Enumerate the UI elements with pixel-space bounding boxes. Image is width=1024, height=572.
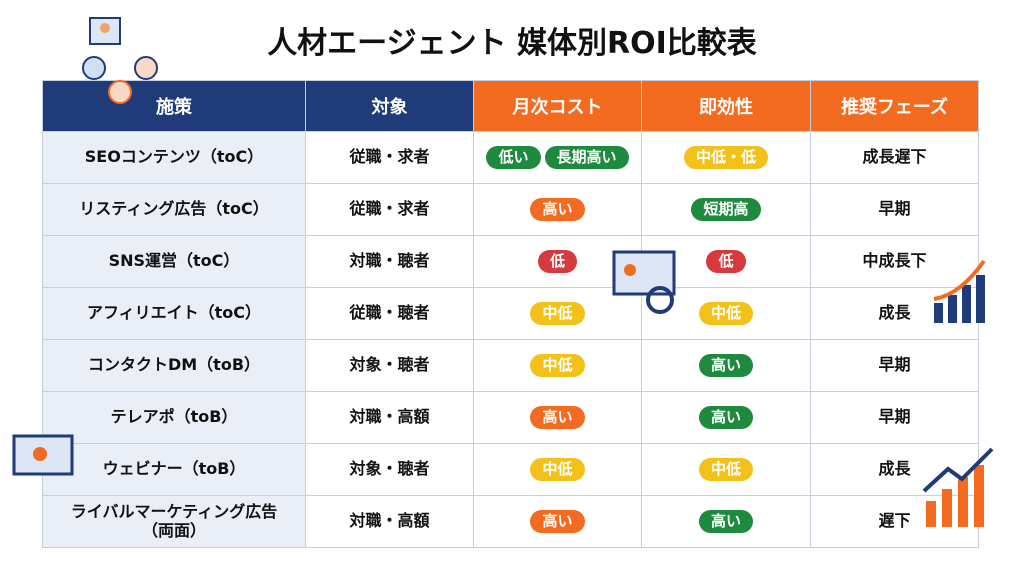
rating-pill: 低い [486, 145, 541, 170]
target-cell: 対職・高額 [305, 391, 474, 444]
cost-cell: 中低 [473, 287, 642, 340]
cost-cell: 低い 長期高い [473, 131, 642, 184]
rating-pill: 短期高 [691, 197, 761, 222]
cost-cell: 高い [473, 495, 642, 548]
speed-cell: 短期高 [641, 183, 811, 236]
table-row: SEOコンテンツ（toC） 従職・求者 低い 長期高い 中低・低 成長遅下 [42, 131, 979, 184]
rating-pill: 高い [698, 509, 753, 534]
rating-pill: 中低 [530, 457, 585, 482]
rating-pill: 中低 [530, 301, 585, 326]
people-icon [82, 17, 158, 104]
rating-pill: 中低 [698, 457, 753, 482]
table-row: アフィリエイト（toC） 従職・聴者 中低 中低 成長 [42, 287, 979, 340]
measure-cell: アフィリエイト（toC） [42, 287, 306, 340]
measure-cell: SEOコンテンツ（toC） [42, 131, 306, 184]
phase-cell: 中成長下 [810, 235, 979, 288]
speed-cell: 中低 [641, 443, 811, 496]
measure-cell: SNS運営（toC） [42, 235, 306, 288]
rating-pill: 中低 [698, 301, 753, 326]
cost-cell: 高い [473, 183, 642, 236]
target-cell: 従職・求者 [305, 131, 474, 184]
phase-cell: 早期 [810, 339, 979, 392]
growth-icon [922, 447, 994, 527]
speed-cell: 高い [641, 339, 811, 392]
speed-cell: 中低 [641, 287, 811, 340]
rating-pill: 中低 [530, 353, 585, 378]
webinar-icon [12, 434, 74, 476]
header-cell: 施策 [42, 80, 306, 132]
rating-pill: 高い [530, 197, 585, 222]
title: 人材エージェント 媒体別ROI比較表 [267, 26, 757, 61]
rating-pill: 低 [537, 249, 577, 274]
table-row: ウェビナー（toB） 対象・聴者 中低 中低 成長 [42, 443, 979, 496]
measure-cell: テレアポ（toB） [42, 391, 306, 444]
table-row: SNS運営（toC） 対職・聴者 低 低 中成長下 [42, 235, 979, 288]
phase-cell: 成長遅下 [810, 131, 979, 184]
rating-pill: 高い [530, 509, 585, 534]
measure-cell: ウェビナー（toB） [42, 443, 306, 496]
target-cell: 対職・聴者 [305, 235, 474, 288]
table-row: リスティング広告（toC） 従職・求者 高い 短期高 早期 [42, 183, 979, 236]
table-row: テレアポ（toB） 対職・高額 高い 高い 早期 [42, 391, 979, 444]
measure-cell: コンタクトDM（toB） [42, 339, 306, 392]
header-cell: 推奨フェーズ [810, 80, 979, 132]
speed-cell: 高い [641, 391, 811, 444]
header-cell: 月次コスト [473, 80, 642, 132]
cost-cell: 中低 [473, 443, 642, 496]
measure-cell: リスティング広告（toC） [42, 183, 306, 236]
phase-cell: 早期 [810, 183, 979, 236]
rating-pill: 低 [706, 249, 746, 274]
speed-cell: 高い [641, 495, 811, 548]
table-row: ライバルマーケティング広告 （両面） 対職・高額 高い 高い 遅下 [42, 495, 979, 548]
cost-cell: 高い [473, 391, 642, 444]
header-cell: 対象 [305, 80, 474, 132]
target-cell: 対象・聴者 [305, 339, 474, 392]
rating-pill: 高い [530, 405, 585, 430]
header-row: 施策 対象 月次コスト 即効性 推奨フェーズ [42, 80, 979, 132]
header-cell: 即効性 [641, 80, 811, 132]
cost-cell: 中低 [473, 339, 642, 392]
target-cell: 従職・聴者 [305, 287, 474, 340]
target-cell: 従職・求者 [305, 183, 474, 236]
monitor-icon [612, 250, 676, 314]
speed-cell: 中低・低 [641, 131, 811, 184]
rating-pill: 中低・低 [683, 145, 768, 170]
rating-pill: 高い [698, 353, 753, 378]
table-row: コンタクトDM（toB） 対象・聴者 中低 高い 早期 [42, 339, 979, 392]
rating-pill: 長期高い [544, 145, 629, 170]
rating-pill: 高い [698, 405, 753, 430]
target-cell: 対職・高額 [305, 495, 474, 548]
measure-cell: ライバルマーケティング広告 （両面） [42, 495, 306, 548]
roi-table: 施策 対象 月次コスト 即効性 推奨フェーズ SEOコンテンツ（toC） 従職・求者 低い 長期… [42, 80, 979, 548]
growth-icon [933, 259, 986, 323]
phase-cell: 早期 [810, 391, 979, 444]
target-cell: 対象・聴者 [305, 443, 474, 496]
